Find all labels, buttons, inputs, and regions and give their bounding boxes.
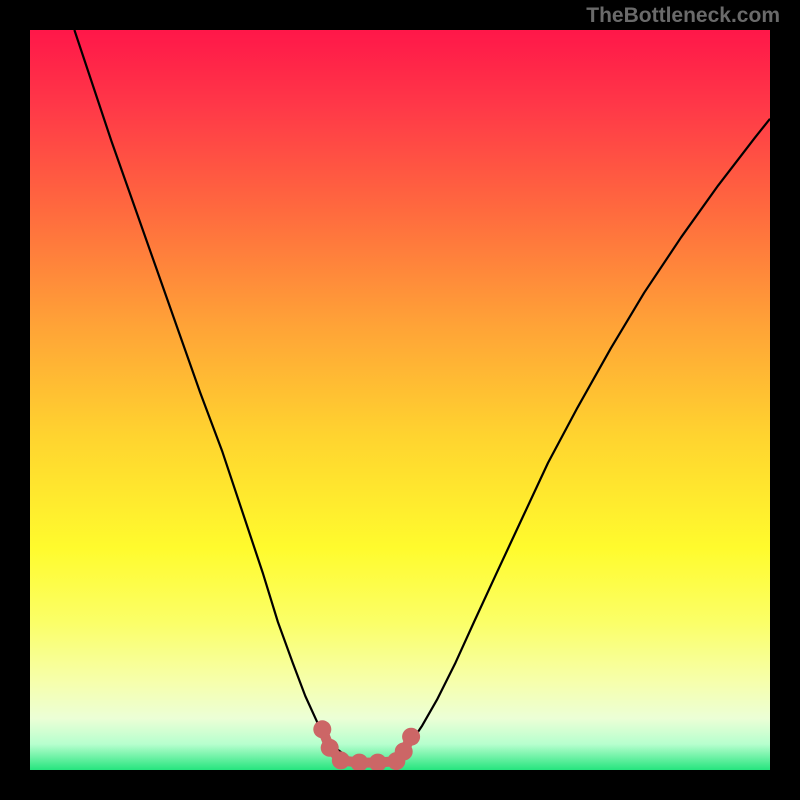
gradient-plot-area — [30, 30, 770, 770]
marker-dot — [402, 728, 420, 746]
marker-dot — [313, 720, 331, 738]
chart-container: TheBottleneck.com — [0, 0, 800, 800]
bottleneck-chart — [0, 0, 800, 800]
marker-dot — [332, 751, 350, 769]
marker-dot — [350, 754, 368, 772]
watermark-text: TheBottleneck.com — [586, 4, 780, 28]
marker-dot — [369, 754, 387, 772]
